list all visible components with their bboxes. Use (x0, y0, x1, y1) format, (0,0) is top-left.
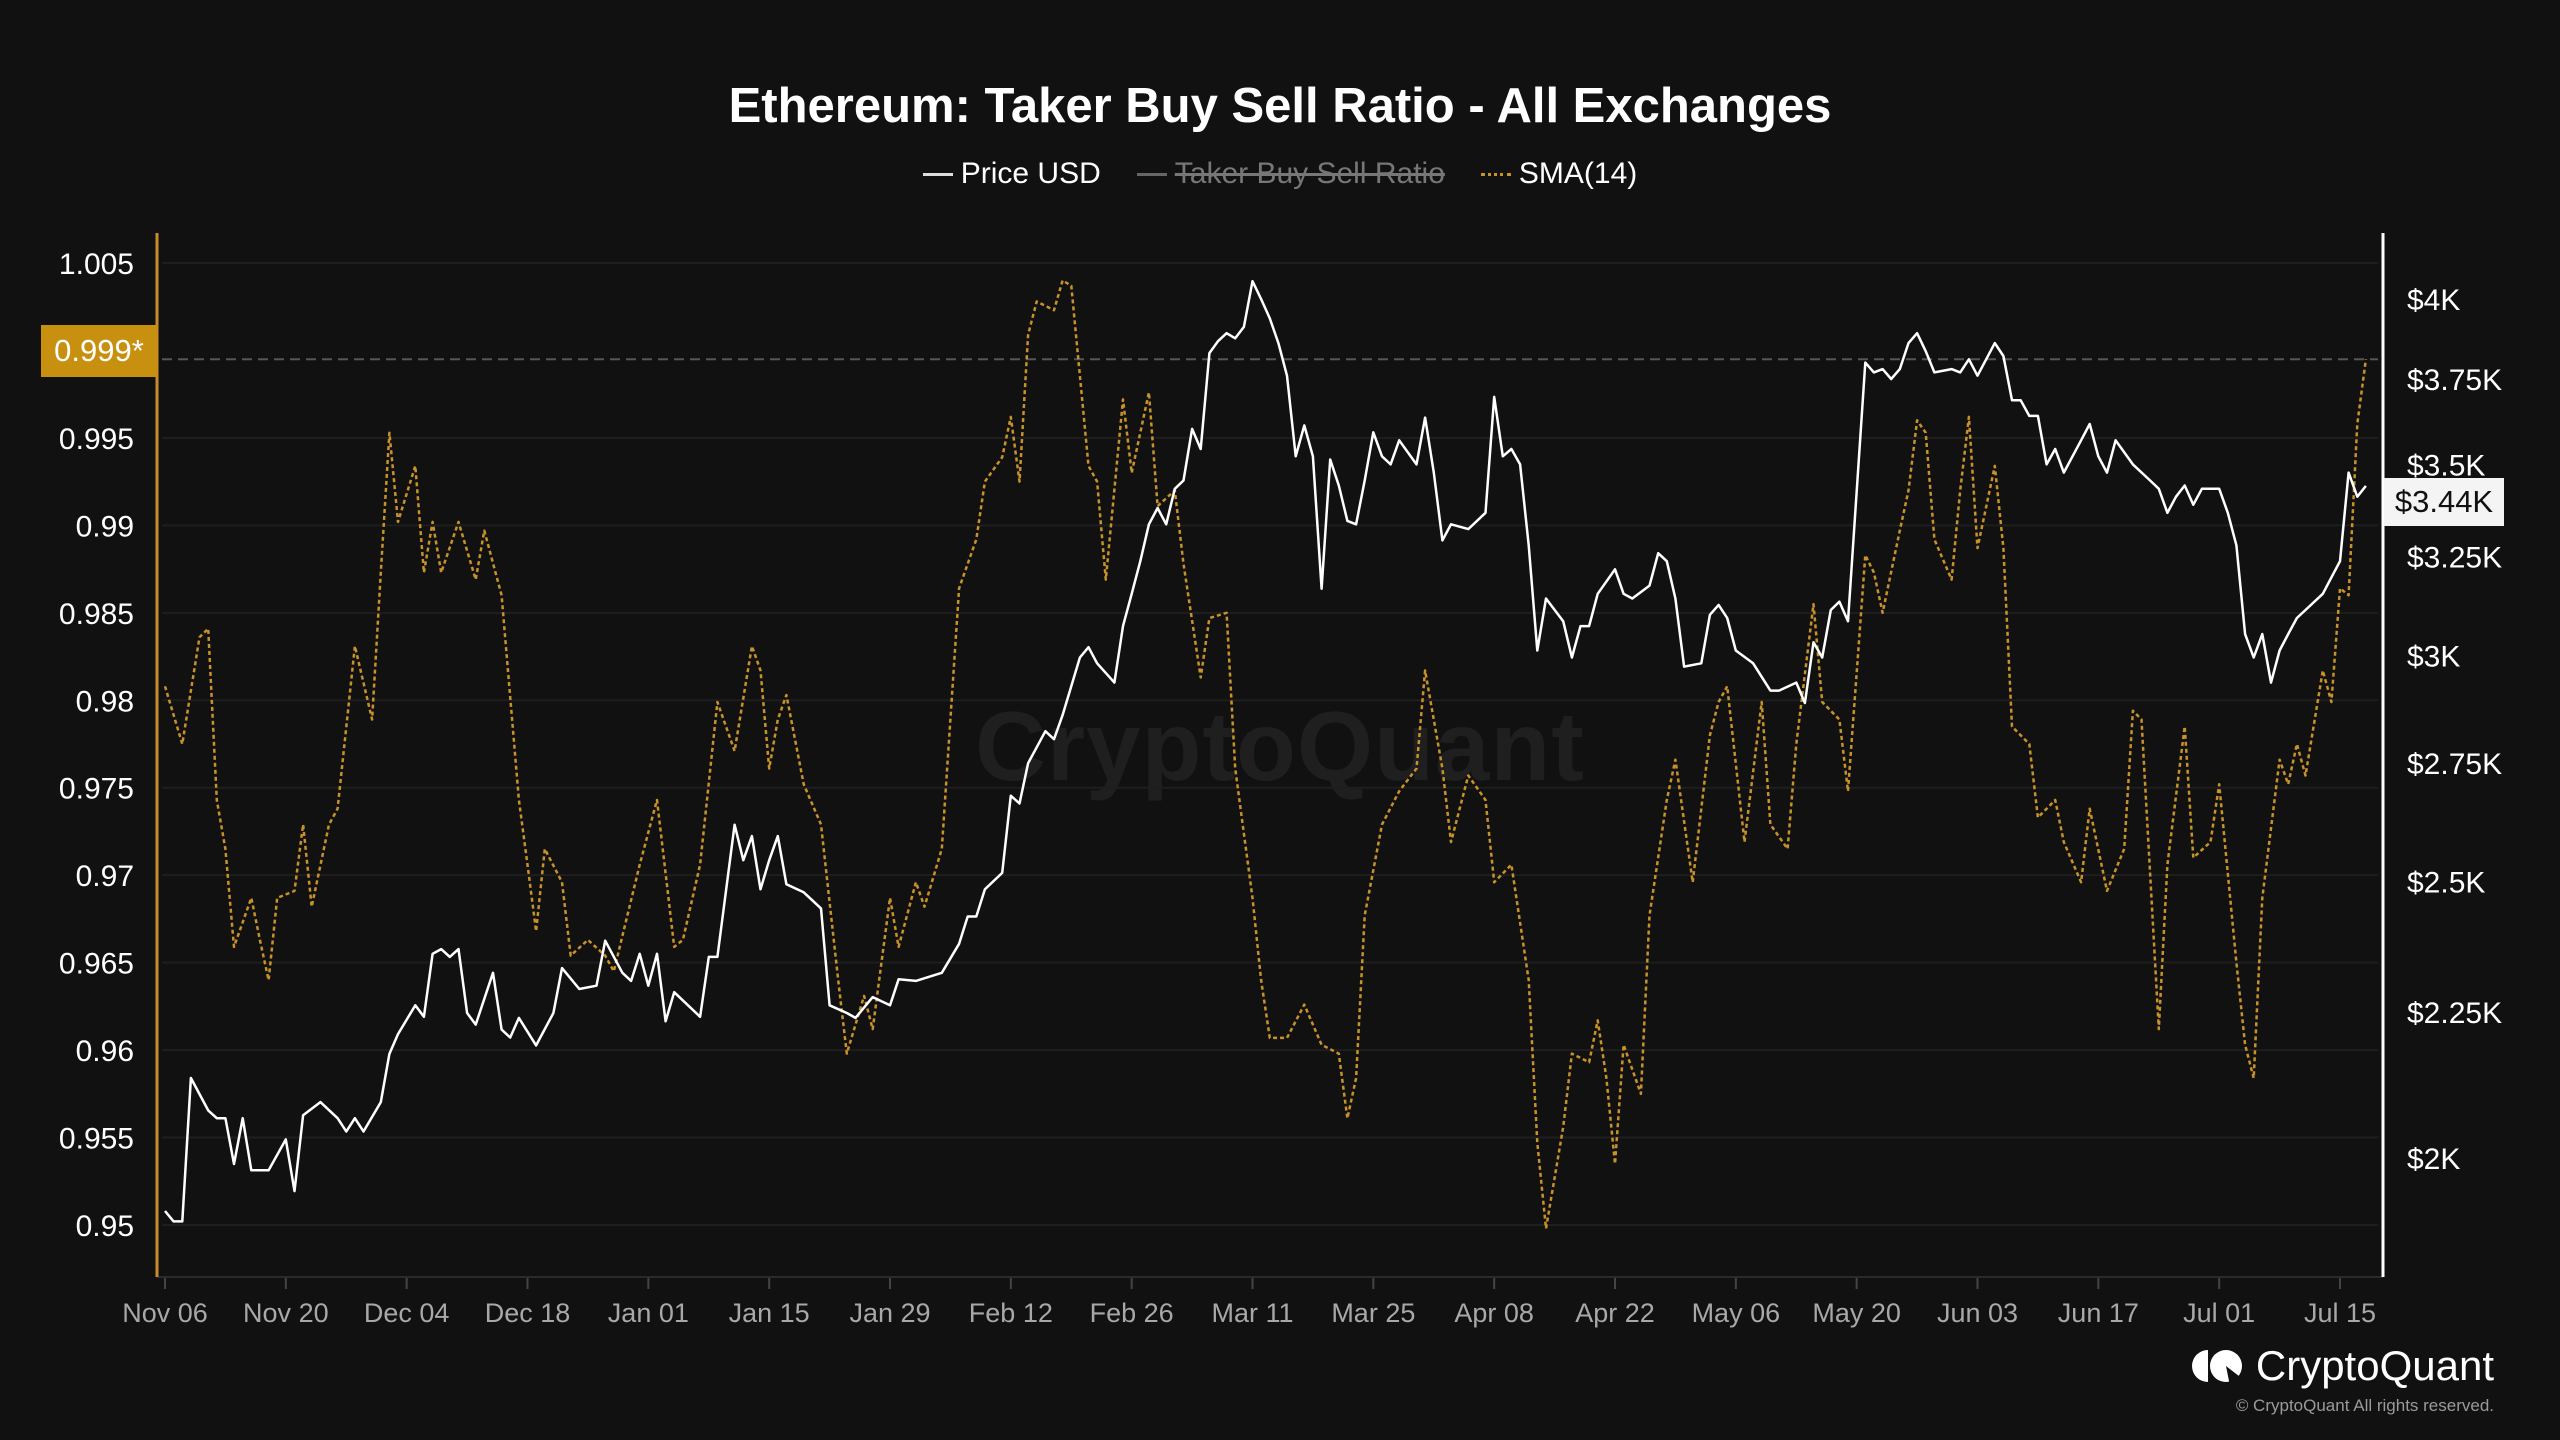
x-axis-tick-label: Mar 11 (1211, 1298, 1293, 1328)
cryptoquant-logo: CryptoQuant (2190, 1344, 2494, 1388)
x-axis-tick-label: Nov 20 (243, 1298, 329, 1328)
left-axis-tick-label: 0.95 (76, 1210, 134, 1243)
copyright: © CryptoQuant All rights reserved. (2235, 1396, 2494, 1415)
left-axis-tick-label: 0.97 (76, 860, 134, 893)
price-line-swatch-icon (922, 172, 953, 176)
right-axis-tick-label: $3.25K (2407, 541, 2502, 574)
right-axis-tick-label: $2.75K (2407, 748, 2502, 781)
legend: Price USD Taker Buy Sell Ratio SMA(14) (0, 157, 2560, 191)
legend-item-taker-ratio[interactable]: Taker Buy Sell Ratio (1136, 157, 1445, 191)
right-axis-tick-label: $3.5K (2407, 449, 2485, 482)
right-axis-tick-label: $3K (2407, 640, 2460, 673)
tick-labels: 1.005 0.995 0.99 0.985 0.98 0.975 0.97 0.965 0.9… (59, 248, 2502, 1328)
legend-label: Taker Buy Sell Ratio (1174, 157, 1445, 190)
x-axis-tick-label: Dec 18 (485, 1298, 571, 1328)
x-axis-tick-label: Nov 06 (122, 1298, 208, 1328)
legend-label: Price USD (960, 157, 1101, 190)
x-axis-tick-label: Jul 15 (2304, 1298, 2376, 1328)
right-axis-tick-label: $2K (2407, 1143, 2460, 1176)
sma-line-swatch-icon (1480, 172, 1511, 176)
right-axis-tick-label: $2.5K (2407, 866, 2485, 899)
x-axis-tick-label: Jun 03 (1937, 1298, 2018, 1328)
ratio-line-swatch-icon (1136, 172, 1167, 176)
left-axis-tick-label: 0.99 (76, 510, 134, 543)
left-axis-tick-label: 0.965 (59, 948, 134, 981)
x-axis-tick-label: Apr 22 (1575, 1298, 1655, 1328)
current-price-badge: $3.44K (2384, 478, 2504, 526)
x-axis-tick-label: May 20 (1812, 1298, 1901, 1328)
price-usd-line (164, 279, 2367, 1223)
right-axis-tick-label: $2.25K (2407, 997, 2502, 1030)
chart-title: Ethereum: Taker Buy Sell Ratio - All Exc… (728, 79, 1832, 133)
logo-text: CryptoQuant (2255, 1342, 2494, 1389)
left-axis-tick-label: 0.955 (59, 1123, 134, 1156)
x-axis-tick-label: Jun 17 (2058, 1298, 2139, 1328)
left-axis-tick-label: 0.985 (59, 598, 134, 631)
current-sma-value-badge: 0.999* (41, 325, 157, 377)
x-axis-tick-label: May 06 (1692, 1298, 1781, 1328)
series-layer (163, 279, 2368, 1230)
left-axis-tick-label: 0.975 (59, 773, 134, 806)
x-axis-tick-label: Jul 01 (2183, 1298, 2255, 1328)
left-axis-tick-label: 0.995 (59, 423, 134, 456)
axes (155, 233, 2385, 1289)
left-axis-tick-label: 1.005 (59, 248, 134, 281)
x-axis-tick-label: Feb 12 (969, 1298, 1053, 1328)
left-axis-tick-label: 0.96 (76, 1035, 134, 1068)
legend-item-price[interactable]: Price USD (922, 157, 1101, 191)
watermark: CryptoQuant (975, 691, 1585, 801)
gridlines (162, 262, 2378, 1227)
right-axis-tick-label: $3.75K (2407, 364, 2502, 397)
legend-item-sma[interactable]: SMA(14) (1480, 157, 1638, 191)
x-axis-tick-label: Feb 26 (1090, 1298, 1174, 1328)
right-axis-tick-label: $4K (2407, 284, 2460, 317)
x-axis-tick-label: Dec 04 (364, 1298, 450, 1328)
x-axis-tick-label: Jan 29 (849, 1298, 930, 1328)
left-axis-tick-label: 0.98 (76, 685, 134, 718)
x-axis-tick-label: Mar 25 (1331, 1298, 1415, 1328)
x-axis-tick-label: Jan 01 (608, 1298, 689, 1328)
cryptoquant-logo-icon (2191, 1350, 2244, 1386)
legend-label: SMA(14) (1518, 157, 1638, 190)
x-axis-tick-label: Jan 15 (729, 1298, 810, 1328)
sma-14-line (163, 279, 2368, 1230)
x-axis-tick-label: Apr 08 (1454, 1298, 1534, 1328)
